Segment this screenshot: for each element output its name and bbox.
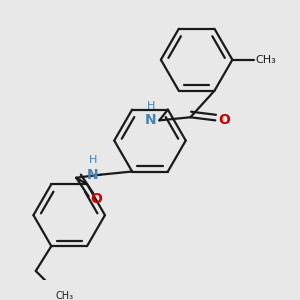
Text: N: N xyxy=(86,168,98,182)
Text: CH₃: CH₃ xyxy=(56,291,74,300)
Text: H: H xyxy=(89,155,98,165)
Text: O: O xyxy=(90,193,102,206)
Text: O: O xyxy=(218,113,230,128)
Text: N: N xyxy=(145,113,156,128)
Text: H: H xyxy=(147,101,156,111)
Text: CH₃: CH₃ xyxy=(256,55,276,65)
